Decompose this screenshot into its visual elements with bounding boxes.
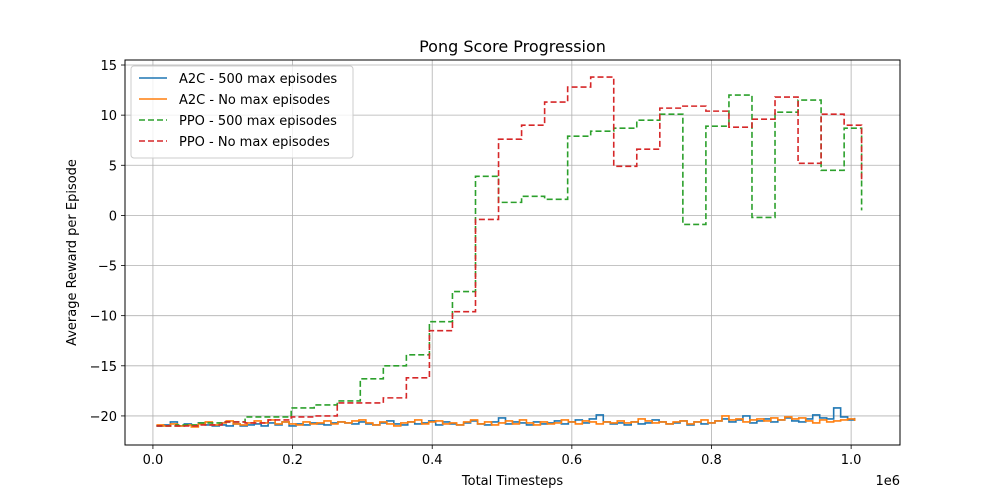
y-tick-label: −10: [90, 310, 117, 325]
y-tick-label: −15: [90, 360, 117, 375]
x-tick-label: 1.0: [841, 453, 862, 468]
y-tick-label: 0: [109, 209, 117, 224]
y-tick-label: 10: [100, 109, 117, 124]
legend: A2C - 500 max episodes A2C - No max episo…: [130, 65, 354, 159]
plot-frame: [124, 59, 901, 446]
y-tick-label: −20: [90, 410, 117, 425]
chart-title: Pong Score Progression: [419, 37, 606, 56]
x-axis-offset-text: 1e6: [875, 474, 900, 489]
x-axis-label: Total Timesteps: [461, 474, 563, 489]
x-tick-label: 0.8: [701, 453, 722, 468]
x-tick-label: 0.0: [143, 453, 164, 468]
x-tick-label: 0.6: [562, 453, 583, 468]
legend-box: [130, 65, 354, 159]
tick-layer: 0.0 0.2 0.4 0.6 0.8 1.0 −20 −15 −10 −5 0 5 10 15: [90, 59, 862, 468]
y-tick-label: 5: [109, 159, 117, 174]
legend-label: PPO - No max episodes: [179, 135, 330, 150]
y-tick-label: −5: [98, 260, 117, 275]
series-line-3: [156, 94, 863, 427]
y-axis-label: Average Reward per Episode: [65, 159, 80, 346]
series-line-2: [156, 415, 856, 428]
y-tick-label: 15: [100, 59, 117, 74]
series-line-4: [156, 76, 863, 427]
legend-label: A2C - 500 max episodes: [179, 72, 337, 87]
x-tick-label: 0.2: [282, 453, 303, 468]
legend-label: A2C - No max episodes: [179, 93, 330, 108]
legend-label: PPO - 500 max episodes: [179, 114, 337, 129]
series-layer: [156, 76, 863, 428]
x-tick-label: 0.4: [422, 453, 443, 468]
